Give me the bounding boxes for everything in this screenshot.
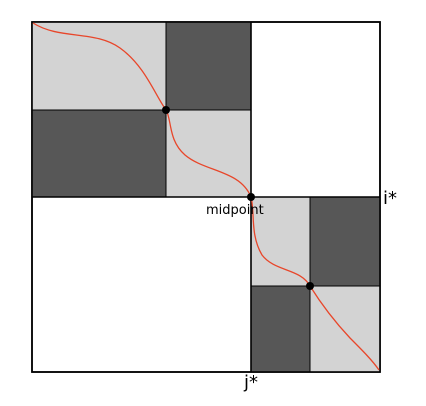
alignment-path [32, 22, 380, 371]
split-point-upper [162, 106, 170, 114]
midpoint-label: midpoint [206, 203, 264, 218]
block-top-left-upper-right [165, 21, 252, 111]
block-top-left-lower-left [31, 109, 167, 198]
block-bottom-right-lower-left [250, 285, 311, 373]
j-star-label: j* [244, 372, 259, 393]
block-top-left-lower-right [165, 109, 252, 198]
block-top-left-upper-left [31, 21, 167, 111]
block-bottom-right-upper-right [309, 196, 381, 287]
outer-frame-overlay [31, 21, 381, 373]
block-bottom-right-upper-left [250, 196, 311, 287]
split-point-lower [306, 282, 314, 290]
midpoint-dot [247, 193, 255, 201]
i-star-label: i* [383, 188, 398, 209]
